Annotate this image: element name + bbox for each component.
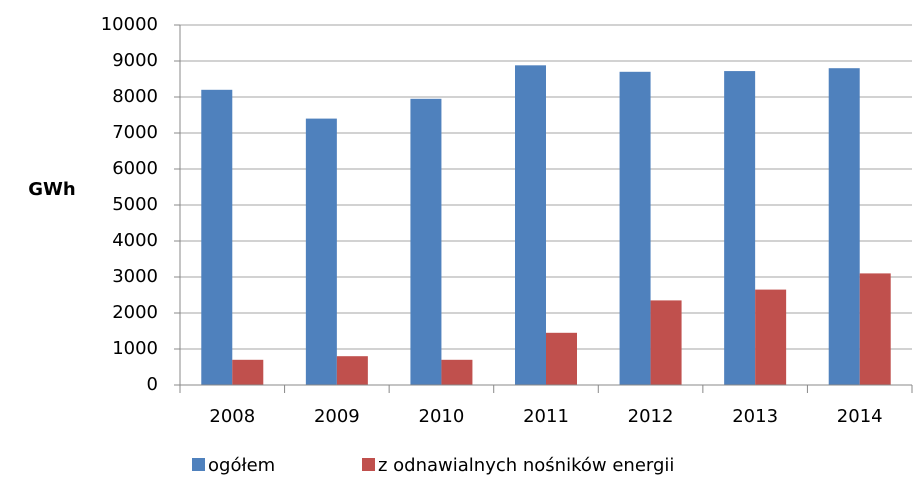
x-tick-label: 2010 <box>419 406 465 427</box>
bar <box>546 332 577 385</box>
legend-label: ogółem <box>208 455 275 476</box>
legend-swatch <box>192 458 205 471</box>
legend-swatch <box>362 458 375 471</box>
bar <box>441 359 473 385</box>
y-axis-label: GWh <box>28 179 75 200</box>
x-tick-label: 2011 <box>523 406 569 427</box>
y-tick-label: 0 <box>147 374 158 395</box>
y-tick-label: 6000 <box>112 158 158 179</box>
bar <box>410 98 442 386</box>
bar <box>305 118 337 385</box>
x-tick-label: 2009 <box>314 406 360 427</box>
bar <box>755 289 787 385</box>
y-tick-label: 5000 <box>112 194 158 215</box>
y-tick-label: 2000 <box>112 302 158 323</box>
bar <box>859 273 891 385</box>
bar <box>515 65 546 385</box>
x-tick-label: 2012 <box>628 406 674 427</box>
bar <box>650 300 682 385</box>
bar <box>724 71 756 385</box>
y-tick-label: 4000 <box>112 230 158 251</box>
y-tick-label: 10000 <box>101 14 158 35</box>
y-tick-label: 7000 <box>112 122 158 143</box>
y-tick-label: 8000 <box>112 86 158 107</box>
bar <box>201 89 233 386</box>
bar <box>336 356 368 385</box>
bar <box>232 359 264 385</box>
x-tick-label: 2013 <box>732 406 778 427</box>
bar <box>619 71 651 386</box>
y-tick-label: 3000 <box>112 266 158 287</box>
y-tick-label: 9000 <box>112 50 158 71</box>
x-tick-label: 2014 <box>837 406 883 427</box>
bar <box>828 68 860 385</box>
y-tick-label: 1000 <box>112 338 158 359</box>
legend-label: z odnawialnych nośników energii <box>378 455 674 476</box>
x-tick-label: 2008 <box>209 406 255 427</box>
